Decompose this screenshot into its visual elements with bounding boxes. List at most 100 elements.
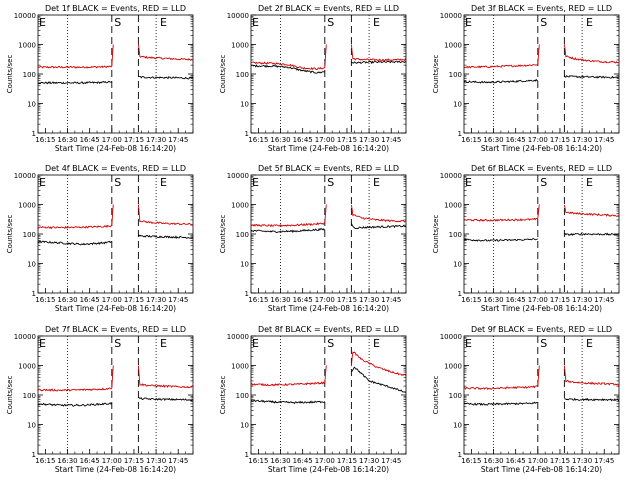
x-tick-label: 17:00 bbox=[102, 296, 122, 304]
lld-series bbox=[251, 44, 406, 71]
x-tick-label: 16:45 bbox=[80, 457, 100, 465]
series-segment bbox=[251, 399, 326, 405]
events-series bbox=[464, 397, 619, 406]
x-axis-label: Start Time (24-Feb-08 16:14:20) bbox=[268, 465, 389, 474]
start-marker: S bbox=[327, 176, 334, 189]
y-axis-label: Counts/sec bbox=[432, 215, 440, 254]
end-marker: E bbox=[160, 337, 167, 350]
plot-frame bbox=[463, 335, 620, 455]
y-tick-label: 100 bbox=[23, 231, 36, 239]
series-segment bbox=[137, 204, 193, 226]
plot-frame bbox=[37, 174, 194, 294]
y-tick-label: 1000 bbox=[444, 202, 462, 210]
series-segment bbox=[563, 204, 619, 217]
lld-series bbox=[251, 204, 406, 228]
series-segment bbox=[350, 223, 406, 230]
lld-series bbox=[464, 44, 619, 69]
series-segment bbox=[137, 43, 193, 61]
start-marker: S bbox=[540, 337, 547, 350]
x-tick-label: 17:45 bbox=[381, 296, 401, 304]
x-tick-label: 17:30 bbox=[146, 296, 166, 304]
end-marker: E bbox=[252, 176, 259, 189]
y-tick-label: 100 bbox=[236, 231, 249, 239]
x-tick-label: 17:45 bbox=[594, 457, 614, 465]
series-segment bbox=[324, 204, 327, 224]
lld-series bbox=[464, 365, 619, 390]
x-tick-label: 17:15 bbox=[337, 457, 357, 465]
end-marker: E bbox=[252, 337, 259, 350]
y-tick-label: 1000 bbox=[231, 363, 249, 371]
chart-panel-5: Det 5f BLACK = Events, RED = LLD 1 10 100 10… bbox=[219, 164, 407, 313]
x-tick-label: 17:30 bbox=[146, 136, 166, 144]
x-tick-label: 16:30 bbox=[270, 136, 290, 144]
chart-panel-4: Det 4f BLACK = Events, RED = LLD 1 10 100 10… bbox=[6, 164, 194, 313]
y-tick-label: 1 bbox=[245, 290, 249, 298]
series-segment bbox=[251, 222, 325, 228]
x-tick-label: 17:30 bbox=[359, 296, 379, 304]
x-tick-label: 16:15 bbox=[461, 296, 481, 304]
x-tick-label: 17:15 bbox=[124, 136, 144, 144]
end-marker: E bbox=[373, 337, 380, 350]
series-segment bbox=[351, 366, 406, 394]
y-tick-label: 10000 bbox=[14, 172, 36, 180]
end-marker: E bbox=[252, 16, 259, 29]
x-tick-label: 17:45 bbox=[594, 296, 614, 304]
series-segment bbox=[464, 401, 538, 406]
x-tick-label: 16:30 bbox=[270, 296, 290, 304]
series-segment bbox=[38, 387, 113, 392]
events-series bbox=[464, 232, 619, 242]
series-segment bbox=[111, 204, 114, 226]
series-segment bbox=[251, 381, 326, 387]
y-axis-label: Counts/sec bbox=[6, 376, 14, 415]
y-tick-label: 1000 bbox=[444, 42, 462, 50]
y-tick-label: 10000 bbox=[440, 172, 462, 180]
chart-panel-3: Det 3f BLACK = Events, RED = LLD 1 10 100 10… bbox=[432, 4, 620, 153]
series-segment bbox=[138, 396, 193, 402]
events-series bbox=[251, 223, 406, 234]
y-tick-label: 1000 bbox=[231, 202, 249, 210]
plot-frame bbox=[250, 174, 407, 294]
y-tick-label: 1 bbox=[32, 130, 36, 138]
y-tick-label: 10 bbox=[27, 101, 36, 109]
x-tick-label: 16:15 bbox=[248, 136, 268, 144]
plot-frame bbox=[250, 335, 407, 455]
plot-frame bbox=[250, 14, 407, 134]
y-tick-label: 1000 bbox=[231, 42, 249, 50]
y-tick-label: 100 bbox=[23, 392, 36, 400]
end-marker: E bbox=[465, 176, 472, 189]
chart-panel-6: Det 6f BLACK = Events, RED = LLD 1 10 100 10… bbox=[432, 164, 620, 313]
x-tick-label: 17:30 bbox=[359, 136, 379, 144]
y-axis-label: Counts/sec bbox=[432, 55, 440, 94]
x-tick-label: 17:15 bbox=[337, 296, 357, 304]
series-segment bbox=[324, 365, 327, 383]
x-tick-label: 16:30 bbox=[483, 136, 503, 144]
x-tick-label: 16:45 bbox=[80, 136, 100, 144]
x-tick-label: 16:30 bbox=[483, 457, 503, 465]
series-segment bbox=[138, 234, 193, 239]
series-segment bbox=[563, 44, 619, 64]
series-segment bbox=[251, 227, 326, 234]
end-marker: E bbox=[465, 337, 472, 350]
end-marker: E bbox=[39, 337, 46, 350]
x-tick-label: 17:00 bbox=[102, 136, 122, 144]
y-tick-label: 10 bbox=[27, 422, 36, 430]
y-tick-label: 100 bbox=[236, 392, 249, 400]
y-axis-label: Counts/sec bbox=[219, 55, 227, 94]
x-tick-label: 17:00 bbox=[528, 296, 548, 304]
y-axis-label: Counts/sec bbox=[6, 215, 14, 254]
x-tick-label: 17:00 bbox=[528, 457, 548, 465]
lld-series bbox=[464, 204, 619, 222]
chart-panel-8: Det 8f BLACK = Events, RED = LLD 1 10 100 10… bbox=[219, 325, 407, 474]
lld-series bbox=[251, 351, 406, 387]
x-tick-label: 17:00 bbox=[528, 136, 548, 144]
series-segment bbox=[464, 78, 539, 84]
y-tick-label: 10 bbox=[240, 261, 249, 269]
chart-title: Det 6f BLACK = Events, RED = LLD bbox=[471, 164, 612, 173]
series-segment bbox=[38, 80, 113, 85]
y-tick-label: 100 bbox=[449, 392, 462, 400]
chart-title: Det 4f BLACK = Events, RED = LLD bbox=[45, 164, 186, 173]
start-marker: S bbox=[114, 337, 121, 350]
x-tick-label: 16:45 bbox=[293, 136, 313, 144]
y-tick-label: 1 bbox=[32, 290, 36, 298]
